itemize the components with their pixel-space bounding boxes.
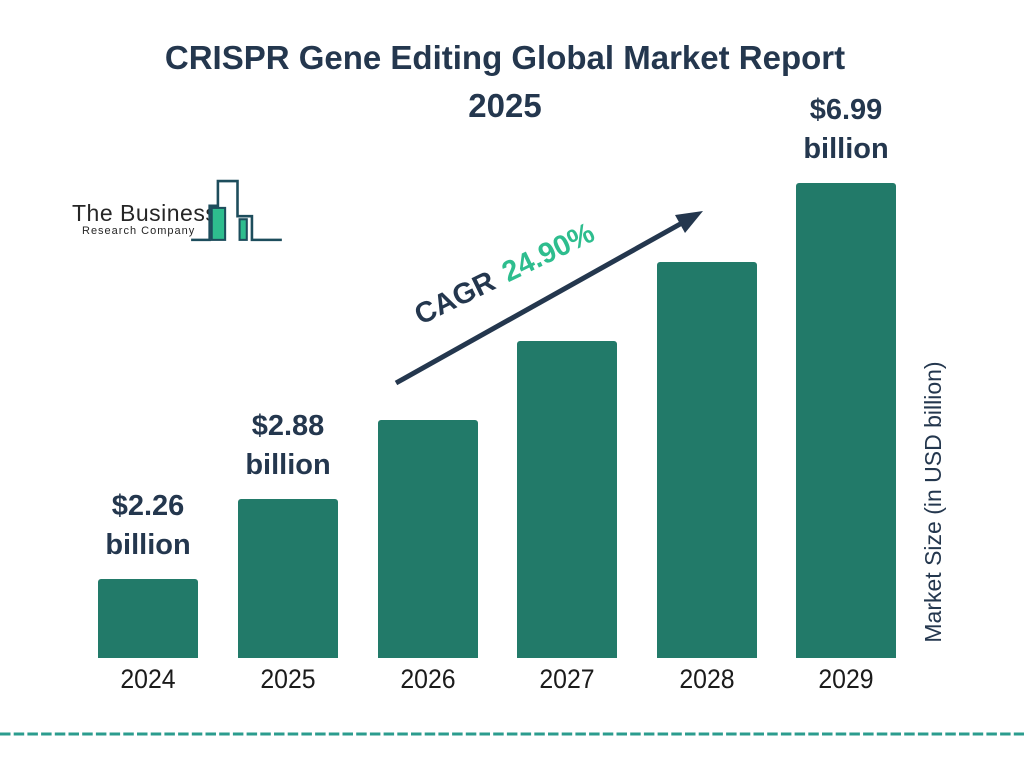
x-tick-label-2027: 2027 [539, 664, 595, 694]
y-axis-label: Market Size (in USD billion) [920, 361, 946, 643]
cagr-annotation: CAGR24.90% [383, 204, 628, 348]
x-tick-label-2024: 2024 [120, 664, 176, 694]
bar-2028 [657, 262, 757, 658]
x-tick-label-2028: 2028 [679, 664, 735, 694]
bar-chart-logo-icon [191, 179, 282, 242]
bar-value-label-2029: $6.99 billion [756, 91, 936, 169]
bar-value-label-line: $2.26 [111, 490, 185, 522]
bar-value-label-line: billion [803, 133, 889, 165]
cagr-value: 24.90% [497, 216, 600, 289]
bar-value-label-2025: $2.88 billion [198, 407, 378, 485]
bar-2025 [238, 499, 338, 658]
chart-title-line1: CRISPR Gene Editing Global Market Report [164, 39, 846, 76]
logo-text-primary: The Business [72, 200, 218, 226]
bar-value-label-2024: $2.26 billion [58, 487, 238, 565]
bar-value-label-line: billion [105, 529, 191, 561]
bar-2024 [98, 579, 198, 658]
cagr-trend-arrow-head [675, 211, 703, 233]
bar-2027 [517, 341, 617, 658]
bar-value-label-line: $2.88 [251, 410, 325, 442]
bar-value-label-line: billion [245, 449, 331, 481]
x-tick-label-2025: 2025 [260, 664, 316, 694]
chart-title-line2: 2025 [468, 87, 542, 124]
x-tick-label-2029: 2029 [818, 664, 874, 694]
chart-title: CRISPR Gene Editing Global Market Report… [0, 34, 1010, 130]
company-logo: The Business Research Company [72, 178, 287, 248]
x-tick-label-2026: 2026 [400, 664, 456, 694]
cagr-label: CAGR [409, 265, 501, 332]
bar-2026 [378, 420, 478, 658]
bar-2029 [796, 183, 896, 658]
bar-value-label-line: $6.99 [809, 94, 883, 126]
logo-text-secondary: Research Company [82, 225, 196, 237]
